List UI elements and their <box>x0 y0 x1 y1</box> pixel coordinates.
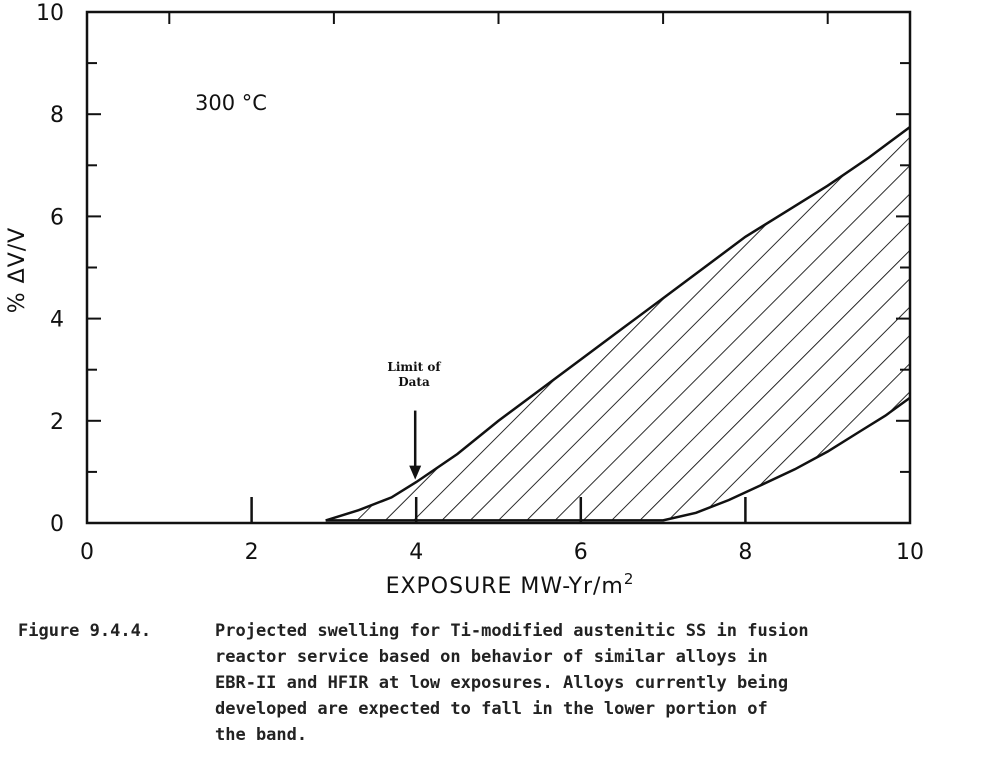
y-tick-label: 0 <box>50 512 64 537</box>
y-tick-label: 2 <box>50 410 64 435</box>
y-axis-title: % ΔV/V <box>5 227 30 313</box>
lower-bound-curve <box>325 396 911 522</box>
y-tick-label: 4 <box>50 308 64 333</box>
y-axis-ticks: 0 2 4 6 8 10 <box>36 1 910 537</box>
y-tick-label: 8 <box>50 103 64 128</box>
x-tick-label: 0 <box>80 540 94 565</box>
limit-arrow-head <box>409 465 422 480</box>
swelling-chart: 0 2 4 6 8 10 0 2 4 6 8 10 300 °C Limit of Data EXP… <box>5 1 924 599</box>
limit-arrow <box>409 410 422 480</box>
caption-text: Projected swelling for Ti-modified auste… <box>215 621 809 745</box>
x-tick-label: 6 <box>574 540 588 565</box>
x-tick-label: 2 <box>245 540 259 565</box>
x-tick-label: 8 <box>738 540 752 565</box>
caption-label: Figure 9.4.4. <box>18 621 152 641</box>
temperature-label: 300 °C <box>195 91 267 115</box>
limit-annotation-line1: Limit of <box>387 360 441 374</box>
swelling-band <box>325 127 910 521</box>
x-tick-label: 10 <box>896 540 924 565</box>
x-axis-title: EXPOSURE MW-Yr/m2 <box>386 570 635 599</box>
x-axis-title-superscript: 2 <box>624 570 635 588</box>
limit-annotation-line2: Data <box>398 375 430 389</box>
y-tick-label: 10 <box>36 1 64 26</box>
y-tick-label: 6 <box>50 205 64 230</box>
x-tick-label: 4 <box>409 540 423 565</box>
upper-bound-curve <box>325 125 911 522</box>
x-axis-ticks: 0 2 4 6 8 10 <box>80 12 924 565</box>
x-axis-title-text: EXPOSURE MW-Yr/m <box>386 574 624 599</box>
